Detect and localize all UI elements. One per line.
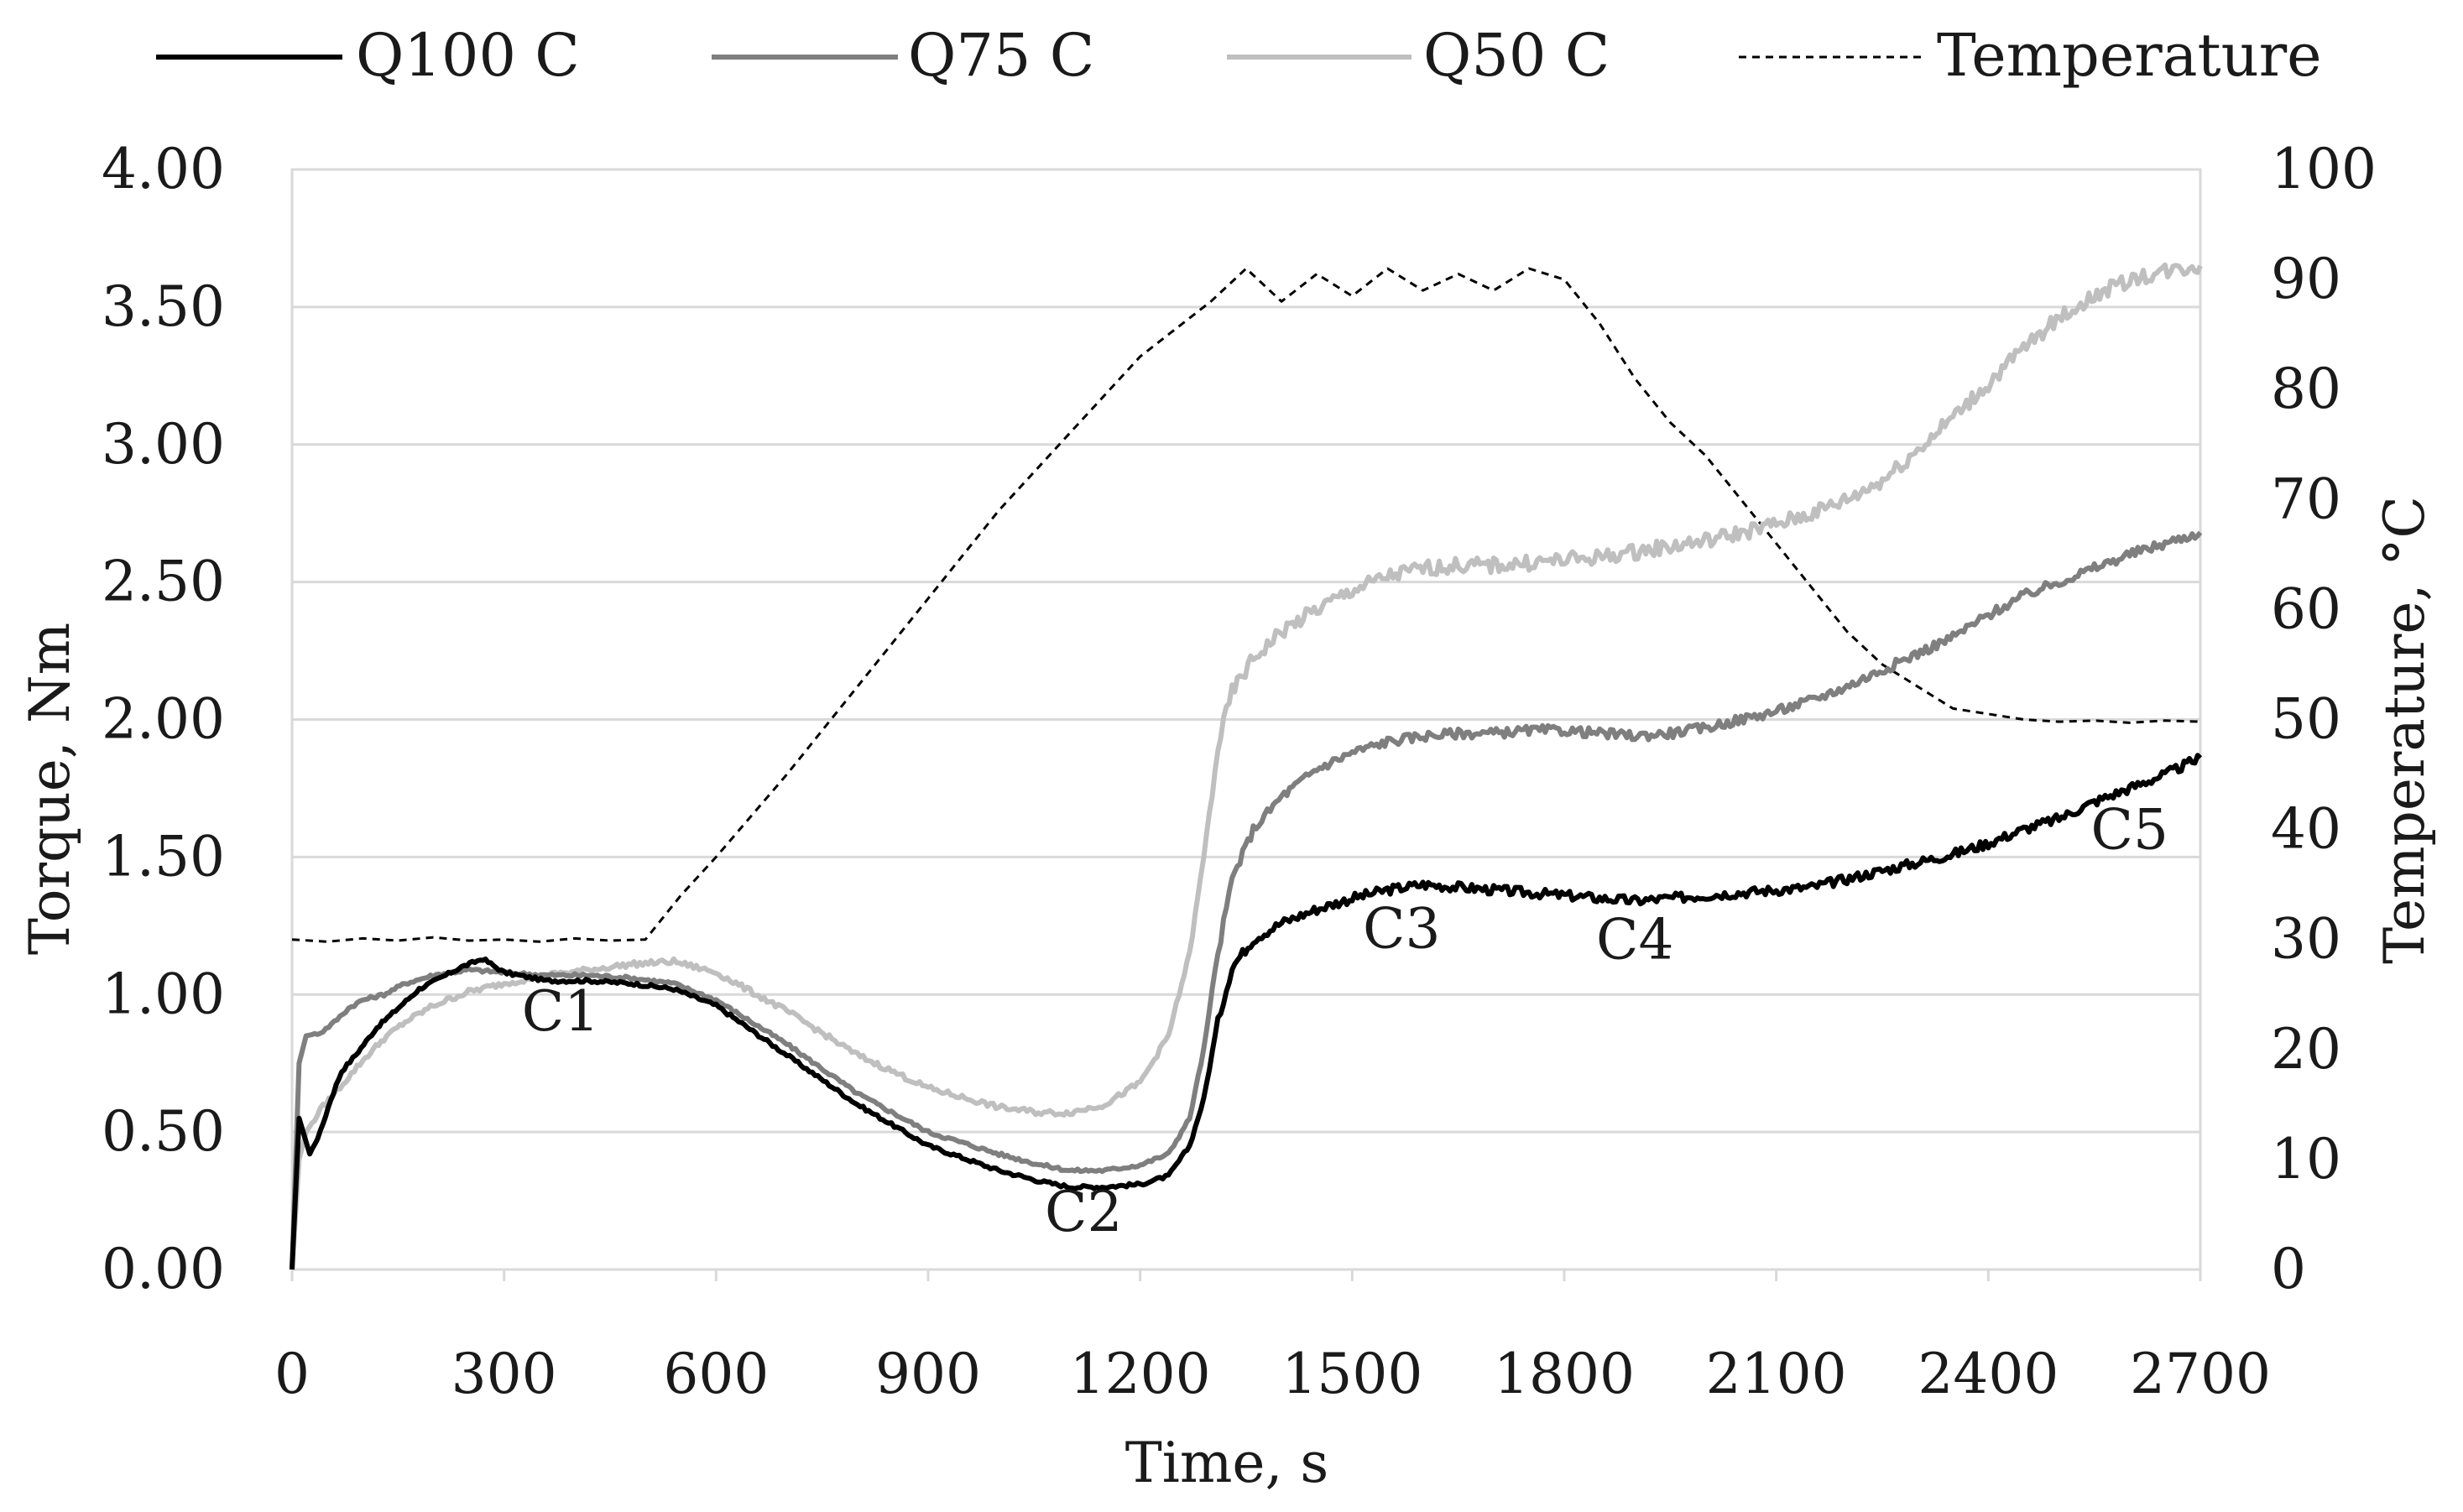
gridlines (290, 168, 2202, 1281)
y2-axis-ticks: 0 10 20 30 40 50 60 70 80 90 100 (2271, 137, 2377, 1301)
plot-area (290, 168, 2202, 1271)
annotations: C1 C2 C3 C4 C5 (522, 798, 2168, 1245)
legend-label: Q50 C (1423, 21, 1610, 90)
series-line-q100-c (290, 753, 2203, 1270)
axes: 0 300 600 900 1200 1500 1800 2100 2400 2700 0.000… (18, 137, 2437, 1495)
x-tick-label: 900 (875, 1342, 981, 1406)
y2-tick-label: 70 (2271, 467, 2341, 531)
y-tick-label: 3.50 (102, 274, 225, 339)
y-tick-label: 1.00 (102, 962, 225, 1026)
y2-axis-label: Temperature, °C (2372, 496, 2437, 964)
y-axis-ticks: 0.00 0.50 1.00 1.50 2.00 2.50 3.00 3.50 4.00 (102, 137, 225, 1301)
annotation-label: C5 (2091, 798, 2169, 863)
y2-tick-label: 60 (2271, 576, 2341, 641)
y-tick-label: 1.50 (102, 824, 225, 889)
annotation-label: C3 (1363, 897, 1441, 962)
x-tick-label: 1800 (1494, 1342, 1635, 1406)
legend-label: Q75 C (908, 21, 1094, 90)
y2-tick-label: 100 (2271, 137, 2377, 201)
x-tick-label: 2100 (1706, 1342, 1847, 1406)
series-line-temperature (291, 267, 2201, 943)
x-axis-label: Time, s (1125, 1431, 1329, 1495)
x-axis-ticks: 0 300 600 900 1200 1500 1800 2100 2400 2700 (274, 1342, 2271, 1406)
y2-tick-label: 0 (2271, 1237, 2306, 1301)
y2-tick-label: 50 (2271, 687, 2341, 752)
x-tick-label: 2400 (1918, 1342, 2059, 1406)
x-tick-label: 1500 (1281, 1342, 1422, 1406)
y-tick-label: 0.50 (102, 1099, 225, 1164)
legend-label: Q100 C (356, 21, 580, 90)
series-line-q75-c (290, 530, 2203, 1270)
plot-border (290, 168, 2202, 1271)
annotation-label: C2 (1045, 1180, 1123, 1244)
y2-tick-label: 40 (2271, 797, 2341, 862)
y2-tick-label: 20 (2271, 1017, 2341, 1082)
x-tick-label: 300 (451, 1342, 557, 1406)
y-tick-label: 3.00 (102, 412, 225, 477)
y2-tick-label: 90 (2271, 247, 2341, 311)
x-tick-label: 0 (274, 1342, 310, 1406)
legend-label: Temperature (1937, 21, 2322, 90)
y-tick-label: 0.00 (102, 1237, 225, 1301)
series-lines (290, 262, 2203, 1270)
y2-tick-label: 10 (2271, 1127, 2341, 1191)
x-tick-label: 1200 (1070, 1342, 1211, 1406)
y-tick-label: 2.00 (102, 687, 225, 752)
y-tick-label: 2.50 (102, 550, 225, 614)
x-tick-label: 2700 (2130, 1342, 2271, 1406)
y2-tick-label: 80 (2271, 357, 2341, 421)
legend: Q100 C Q75 C Q50 C Temperature (156, 21, 2322, 90)
x-tick-label: 600 (663, 1342, 769, 1406)
y-tick-label: 4.00 (102, 137, 225, 201)
annotation-label: C1 (522, 979, 600, 1044)
series-line-q50-c (290, 262, 2203, 1270)
y2-tick-label: 30 (2271, 907, 2341, 972)
annotation-label: C4 (1596, 908, 1674, 972)
y-axis-label: Torque, Nm (18, 623, 82, 955)
